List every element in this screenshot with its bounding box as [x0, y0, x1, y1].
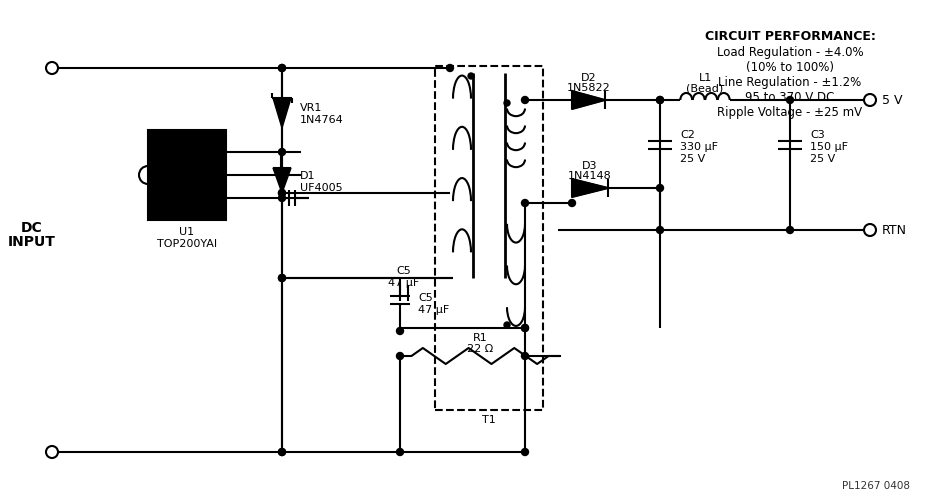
- Text: D2: D2: [581, 73, 596, 83]
- Circle shape: [504, 100, 510, 106]
- Polygon shape: [273, 168, 291, 193]
- Text: UF4005: UF4005: [300, 183, 342, 193]
- Circle shape: [786, 227, 794, 234]
- Circle shape: [278, 65, 286, 72]
- Text: (10% to 100%): (10% to 100%): [746, 60, 834, 74]
- Circle shape: [657, 97, 663, 104]
- Text: PL1267 0408: PL1267 0408: [842, 481, 910, 491]
- Text: C3: C3: [810, 130, 825, 140]
- Text: U1: U1: [180, 227, 195, 237]
- Text: 47 μF: 47 μF: [389, 278, 420, 288]
- Circle shape: [396, 353, 404, 360]
- Circle shape: [504, 322, 510, 328]
- Text: CONTROL: CONTROL: [166, 194, 209, 203]
- Text: (Bead): (Bead): [687, 83, 724, 93]
- Text: 47 μF: 47 μF: [418, 305, 449, 315]
- Text: INPUT: INPUT: [9, 235, 56, 249]
- Text: D1: D1: [300, 171, 316, 181]
- Circle shape: [521, 353, 529, 360]
- Circle shape: [468, 73, 474, 79]
- Text: L1: L1: [698, 73, 711, 83]
- Circle shape: [657, 184, 663, 192]
- Text: 95 to 370 V DC: 95 to 370 V DC: [745, 91, 834, 104]
- Text: VR1: VR1: [300, 103, 323, 113]
- Circle shape: [278, 449, 286, 456]
- Polygon shape: [572, 179, 608, 197]
- Circle shape: [278, 65, 286, 72]
- Circle shape: [396, 449, 404, 456]
- Text: SOURCE: SOURCE: [168, 170, 205, 179]
- Text: CIRCUIT PERFORMANCE:: CIRCUIT PERFORMANCE:: [705, 29, 875, 42]
- Circle shape: [521, 325, 529, 332]
- Text: C5: C5: [396, 266, 412, 276]
- Circle shape: [569, 200, 575, 207]
- Text: Ripple Voltage - ±25 mV: Ripple Voltage - ±25 mV: [717, 106, 863, 119]
- Text: 5 V: 5 V: [882, 94, 902, 107]
- Circle shape: [278, 148, 286, 155]
- Circle shape: [521, 325, 529, 332]
- Circle shape: [396, 328, 404, 335]
- Circle shape: [521, 200, 529, 207]
- Text: 22 Ω: 22 Ω: [467, 344, 493, 354]
- Text: T1: T1: [482, 415, 496, 425]
- Circle shape: [278, 274, 286, 281]
- Circle shape: [278, 171, 286, 178]
- Text: D3: D3: [582, 161, 598, 171]
- Text: R1: R1: [473, 333, 487, 343]
- Circle shape: [278, 195, 286, 202]
- Text: DRAIN: DRAIN: [173, 147, 201, 156]
- Circle shape: [521, 449, 529, 456]
- Text: Line Regulation - ±1.2%: Line Regulation - ±1.2%: [718, 76, 862, 89]
- Text: C5: C5: [418, 293, 432, 303]
- Circle shape: [278, 190, 286, 197]
- Text: 330 μF: 330 μF: [680, 142, 718, 152]
- Circle shape: [786, 97, 794, 104]
- Circle shape: [278, 190, 286, 197]
- Bar: [435, 66, 543, 410]
- Circle shape: [521, 97, 529, 104]
- Text: RTN: RTN: [882, 224, 907, 237]
- Circle shape: [278, 449, 286, 456]
- Text: 25 V: 25 V: [680, 154, 706, 164]
- Text: C2: C2: [680, 130, 695, 140]
- Circle shape: [657, 97, 663, 104]
- Text: 1N5822: 1N5822: [567, 83, 610, 93]
- Text: 1N4764: 1N4764: [300, 115, 343, 125]
- Text: TOP200YAI: TOP200YAI: [157, 239, 217, 249]
- Text: 150 μF: 150 μF: [810, 142, 848, 152]
- Text: 1N4148: 1N4148: [569, 171, 612, 181]
- Polygon shape: [273, 98, 291, 128]
- Circle shape: [657, 227, 663, 234]
- Text: Load Regulation - ±4.0%: Load Regulation - ±4.0%: [717, 45, 864, 58]
- Bar: [148, 130, 226, 220]
- Circle shape: [447, 65, 453, 72]
- Text: DC: DC: [21, 221, 43, 235]
- Polygon shape: [572, 91, 605, 109]
- Circle shape: [278, 274, 286, 281]
- Text: 25 V: 25 V: [810, 154, 835, 164]
